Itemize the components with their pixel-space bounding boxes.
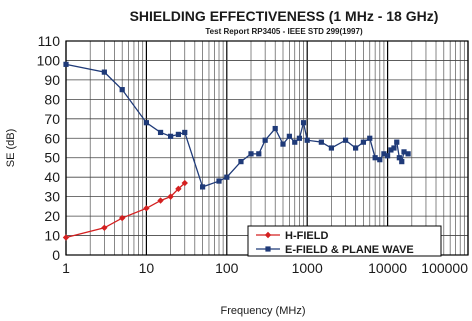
data-point <box>401 149 407 155</box>
data-point <box>385 153 391 159</box>
data-point <box>300 120 307 126</box>
data-point <box>304 137 310 143</box>
chart-title: SHIELDING EFFECTIVENESS (1 MHz - 18 GHz) <box>130 8 439 24</box>
y-tick-label: 20 <box>44 208 60 224</box>
legend-label: H-FIELD <box>285 230 328 242</box>
data-point <box>292 139 298 145</box>
data-point <box>353 145 359 151</box>
data-point <box>238 159 244 165</box>
data-point <box>391 145 397 151</box>
data-point <box>296 135 303 141</box>
legend-label: E-FIELD & PLANE WAVE <box>285 244 414 256</box>
data-point <box>360 139 366 145</box>
legend-marker <box>265 246 271 252</box>
data-point <box>101 224 108 231</box>
y-tick-label: 30 <box>44 189 60 205</box>
y-tick-label: 110 <box>38 33 61 49</box>
legend: H-FIELD E-FIELD & PLANE WAVE <box>247 225 442 257</box>
data-point <box>182 129 188 136</box>
data-point <box>118 214 126 222</box>
series-layer <box>62 61 411 241</box>
y-tick-label: 90 <box>44 72 60 88</box>
data-point <box>372 155 378 161</box>
data-point <box>318 139 324 145</box>
data-point <box>143 205 150 212</box>
data-point <box>367 135 373 141</box>
data-point <box>388 147 394 153</box>
data-point <box>286 133 292 139</box>
x-tick-label: 1 <box>62 260 70 276</box>
plot-area <box>66 41 468 255</box>
data-point <box>167 193 174 200</box>
data-point <box>248 151 254 157</box>
data-point <box>328 145 335 151</box>
x-tick-label: 10000 <box>368 260 407 276</box>
y-tick-label: 80 <box>44 91 60 107</box>
data-point <box>157 197 164 204</box>
x-tick-label: 10 <box>139 260 155 276</box>
data-point <box>256 151 262 157</box>
y-tick-label: 60 <box>44 130 60 146</box>
data-point <box>342 137 349 143</box>
x-tick-label: 100 <box>215 260 239 276</box>
x-tick-labels: 1 10 100 1000 10000 100000 <box>62 260 468 276</box>
data-point <box>381 151 387 157</box>
y-tick-label: 40 <box>44 169 60 185</box>
series-h-field <box>62 179 188 241</box>
x-tick-label: 1000 <box>292 260 323 276</box>
data-point <box>175 131 181 137</box>
data-point <box>143 120 149 126</box>
data-point <box>399 159 405 165</box>
y-tick-label: 100 <box>37 52 61 68</box>
data-point <box>224 174 230 180</box>
chart-subtitle: Test Report RP3405 - IEEE STD 299(1997) <box>205 27 363 36</box>
data-point <box>272 125 278 132</box>
data-point <box>181 179 188 187</box>
data-point <box>101 69 107 75</box>
y-tick-label: 50 <box>44 150 60 166</box>
y-tick-label: 0 <box>52 247 60 263</box>
y-tick-labels: 0 10 20 30 40 50 60 70 80 90 100 110 <box>37 33 61 263</box>
y-axis-label: SE (dB) <box>5 129 17 168</box>
data-point <box>280 141 286 147</box>
data-point <box>119 87 125 93</box>
data-point <box>62 234 70 241</box>
legend-box <box>247 225 442 257</box>
y-tick-label: 70 <box>44 111 60 127</box>
data-point <box>405 151 411 157</box>
y-tick-label: 10 <box>44 228 60 244</box>
data-point <box>168 133 174 139</box>
legend-marker <box>264 231 272 239</box>
data-point <box>199 184 206 190</box>
x-tick-label: 100000 <box>421 260 468 276</box>
data-point <box>216 178 222 184</box>
data-point <box>377 157 383 163</box>
data-point <box>262 137 268 143</box>
data-point <box>63 61 69 67</box>
data-point <box>396 155 402 161</box>
data-point <box>175 185 182 193</box>
series-e-field <box>63 61 411 190</box>
data-point <box>394 139 400 145</box>
x-axis-label: Frequency (MHz) <box>221 305 306 317</box>
data-point <box>157 129 164 136</box>
